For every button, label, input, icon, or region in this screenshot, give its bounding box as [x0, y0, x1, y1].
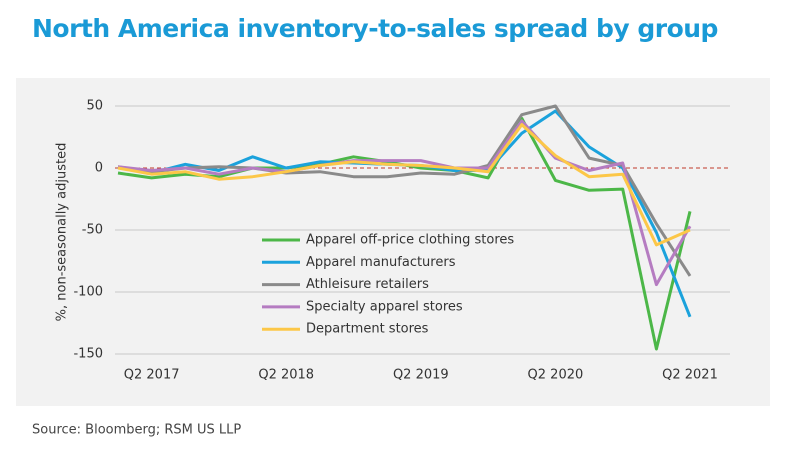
- y-tick-label: 50: [86, 99, 103, 114]
- source: Source: Bloomberg; RSM US LLP: [32, 423, 241, 438]
- y-tick-label: -150: [73, 347, 103, 362]
- legend-label: Apparel manufacturers: [306, 255, 456, 270]
- x-tick-label: Q2 2018: [258, 368, 314, 383]
- chart-title: North America inventory-to-sales spread …: [32, 14, 718, 43]
- x-tick-label: Q2 2017: [124, 368, 180, 383]
- legend-label: Department stores: [306, 322, 429, 337]
- x-tick-label: Q2 2020: [528, 368, 584, 383]
- y-tick-label: -100: [73, 285, 103, 300]
- series-line: [117, 104, 692, 277]
- legend-label: Specialty apparel stores: [306, 299, 463, 314]
- series-line: [117, 119, 692, 287]
- y-tick-label: 0: [95, 161, 103, 176]
- y-tick-label: -50: [82, 223, 103, 238]
- legend-label: Apparel off-price clothing stores: [306, 233, 514, 248]
- y-axis-label: %, non-seasonally adjusted: [55, 143, 70, 322]
- series-line: [117, 123, 691, 247]
- x-tick-label: Q2 2021: [662, 368, 718, 383]
- legend-label: Athleisure retailers: [306, 277, 429, 292]
- x-tick-label: Q2 2019: [393, 368, 449, 383]
